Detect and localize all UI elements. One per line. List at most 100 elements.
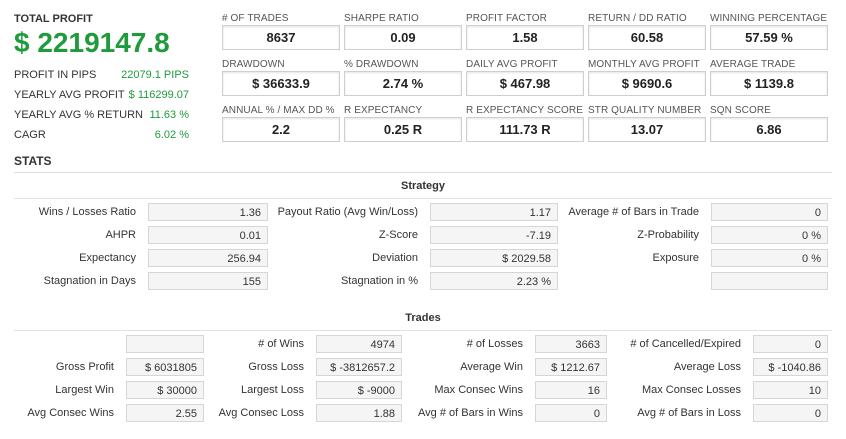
metric-box: 2.2 <box>222 117 340 142</box>
stat-value-box: 16 <box>535 381 607 399</box>
stat-label: Stagnation in Days <box>43 275 136 287</box>
metric-box: $ 9690.6 <box>588 71 706 96</box>
stat-value: 3663 <box>575 339 600 351</box>
metric-label: SQN SCORE <box>710 105 771 116</box>
stat-value: 10 <box>808 385 821 397</box>
stat-value-box: $ 1212.67 <box>535 358 607 376</box>
metric-label: # OF TRADES <box>222 13 289 24</box>
stat-label: Gross Loss <box>248 361 304 373</box>
metric-str-quality-number: STR QUALITY NUMBER 13.07 <box>588 105 706 145</box>
stat-value-box: 4974 <box>316 335 402 353</box>
stat-label: Largest Loss <box>241 384 304 396</box>
stat-value: $ -1040.86 <box>768 362 821 374</box>
trades-section-title: Trades <box>14 312 832 331</box>
metric-monthly-avg-profit: MONTHLY AVG PROFIT $ 9690.6 <box>588 59 706 99</box>
summary-row-yearly-avg-profit: YEARLY AVG PROFIT $ 116299.07 <box>14 89 189 105</box>
metric-sharpe-ratio: SHARPE RATIO 0.09 <box>344 13 462 53</box>
stat-value: $ 1212.67 <box>551 362 600 374</box>
metric-r-expectancy-score: R EXPECTANCY SCORE 111.73 R <box>466 105 584 145</box>
stat-label: Exposure <box>652 252 699 264</box>
metric-label: R EXPECTANCY SCORE <box>466 105 584 116</box>
stat-label: Z-Score <box>378 229 418 241</box>
stat-value-box: $ 30000 <box>126 381 204 399</box>
metric-box: 2.74 % <box>344 71 462 96</box>
stat-label: Wins / Losses Ratio <box>38 206 136 218</box>
metric-r-expectancy: R EXPECTANCY 0.25 R <box>344 105 462 145</box>
stat-label: Avg Consec Loss <box>218 407 304 419</box>
stat-value-box: $ 6031805 <box>126 358 204 376</box>
stat-value-box: $ 2029.58 <box>430 249 558 267</box>
stat-value-box: 0 <box>535 404 607 422</box>
stat-value-box: $ -3812657.2 <box>316 358 402 376</box>
total-profit-label: TOTAL PROFIT <box>14 13 93 25</box>
metric-value: $ 467.98 <box>499 76 551 91</box>
stat-value: 0.01 <box>239 230 261 242</box>
summary-row-profit-pips: PROFIT IN PIPS 22079.1 PIPS <box>14 69 189 85</box>
stat-label: Expectancy <box>79 252 136 264</box>
stat-value: -7.19 <box>525 230 551 242</box>
stat-label: Average Loss <box>673 361 741 373</box>
stat-value-box: 2.23 % <box>430 272 558 290</box>
stat-value: $ 2029.58 <box>502 253 551 265</box>
stat-value: 0 <box>814 207 821 219</box>
metric-profit-factor: PROFIT FACTOR 1.58 <box>466 13 584 53</box>
strategy-section-title: Strategy <box>14 180 832 199</box>
metric-annual-max-dd: ANNUAL % / MAX DD % 2.2 <box>222 105 340 145</box>
stat-value: $ -3812657.2 <box>330 362 395 374</box>
stat-value: 4974 <box>370 339 395 351</box>
metric-num-trades: # OF TRADES 8637 <box>222 13 340 53</box>
stat-value-box: 1.36 <box>148 203 268 221</box>
stats-title: STATS <box>14 154 52 168</box>
stat-value-box: 0 % <box>711 226 828 244</box>
stat-label: Largest Win <box>55 384 114 396</box>
metric-box: 0.25 R <box>344 117 462 142</box>
stat-value: 0 % <box>802 230 821 242</box>
metric-label: PROFIT FACTOR <box>466 13 547 24</box>
metric-percent-drawdown: % DRAWDOWN 2.74 % <box>344 59 462 99</box>
stat-value-box <box>711 272 828 290</box>
stat-value: 2.55 <box>175 408 197 420</box>
summary-label: CAGR <box>14 129 46 141</box>
summary-label: YEARLY AVG % RETURN <box>14 109 143 121</box>
stat-value: 2.23 % <box>516 276 551 288</box>
stat-value-box: 0 % <box>711 249 828 267</box>
metric-value: 111.73 R <box>499 122 551 137</box>
metric-box: 6.86 <box>710 117 828 142</box>
stat-value: 256.94 <box>227 253 261 265</box>
metric-value: 2.2 <box>271 122 291 137</box>
stat-value-box: $ -9000 <box>316 381 402 399</box>
stat-label: Average Win <box>460 361 523 373</box>
stat-value: $ 30000 <box>157 385 197 397</box>
metric-value: $ 9690.6 <box>621 76 673 91</box>
metric-box: 57.59 % <box>710 25 828 50</box>
metric-average-trade: AVERAGE TRADE $ 1139.8 <box>710 59 828 99</box>
stat-value-box: 2.55 <box>126 404 204 422</box>
stat-label: AHPR <box>105 229 136 241</box>
stat-value: 155 <box>242 276 261 288</box>
stat-value: 1.17 <box>529 207 551 219</box>
stat-value: 0 <box>593 408 600 420</box>
stat-label: # of Losses <box>466 338 523 350</box>
stat-value-box: 0 <box>753 335 828 353</box>
metric-value: $ 36633.9 <box>252 76 310 91</box>
stat-label: Avg Consec Wins <box>27 407 114 419</box>
summary-label: YEARLY AVG PROFIT <box>14 89 125 101</box>
metric-label: WINNING PERCENTAGE <box>710 13 828 24</box>
stat-value-box: 1.88 <box>316 404 402 422</box>
metric-value: 8637 <box>266 30 296 45</box>
metric-sqn-score: SQN SCORE 6.86 <box>710 105 828 145</box>
stat-value: 0 % <box>802 253 821 265</box>
metric-label: AVERAGE TRADE <box>710 59 796 70</box>
metric-box: 1.58 <box>466 25 584 50</box>
summary-label: PROFIT IN PIPS <box>14 69 97 81</box>
metric-label: DAILY AVG PROFIT <box>466 59 558 70</box>
stat-value-box: 10 <box>753 381 828 399</box>
stat-value: 16 <box>587 385 600 397</box>
stat-value-box: 155 <box>148 272 268 290</box>
metric-box: $ 36633.9 <box>222 71 340 96</box>
metric-box: 111.73 R <box>466 117 584 142</box>
metric-winning-percentage: WINNING PERCENTAGE 57.59 % <box>710 13 828 53</box>
summary-value: 11.63 % <box>149 109 189 121</box>
trades-title-text: Trades <box>405 312 441 324</box>
metric-value: 1.58 <box>512 30 538 45</box>
